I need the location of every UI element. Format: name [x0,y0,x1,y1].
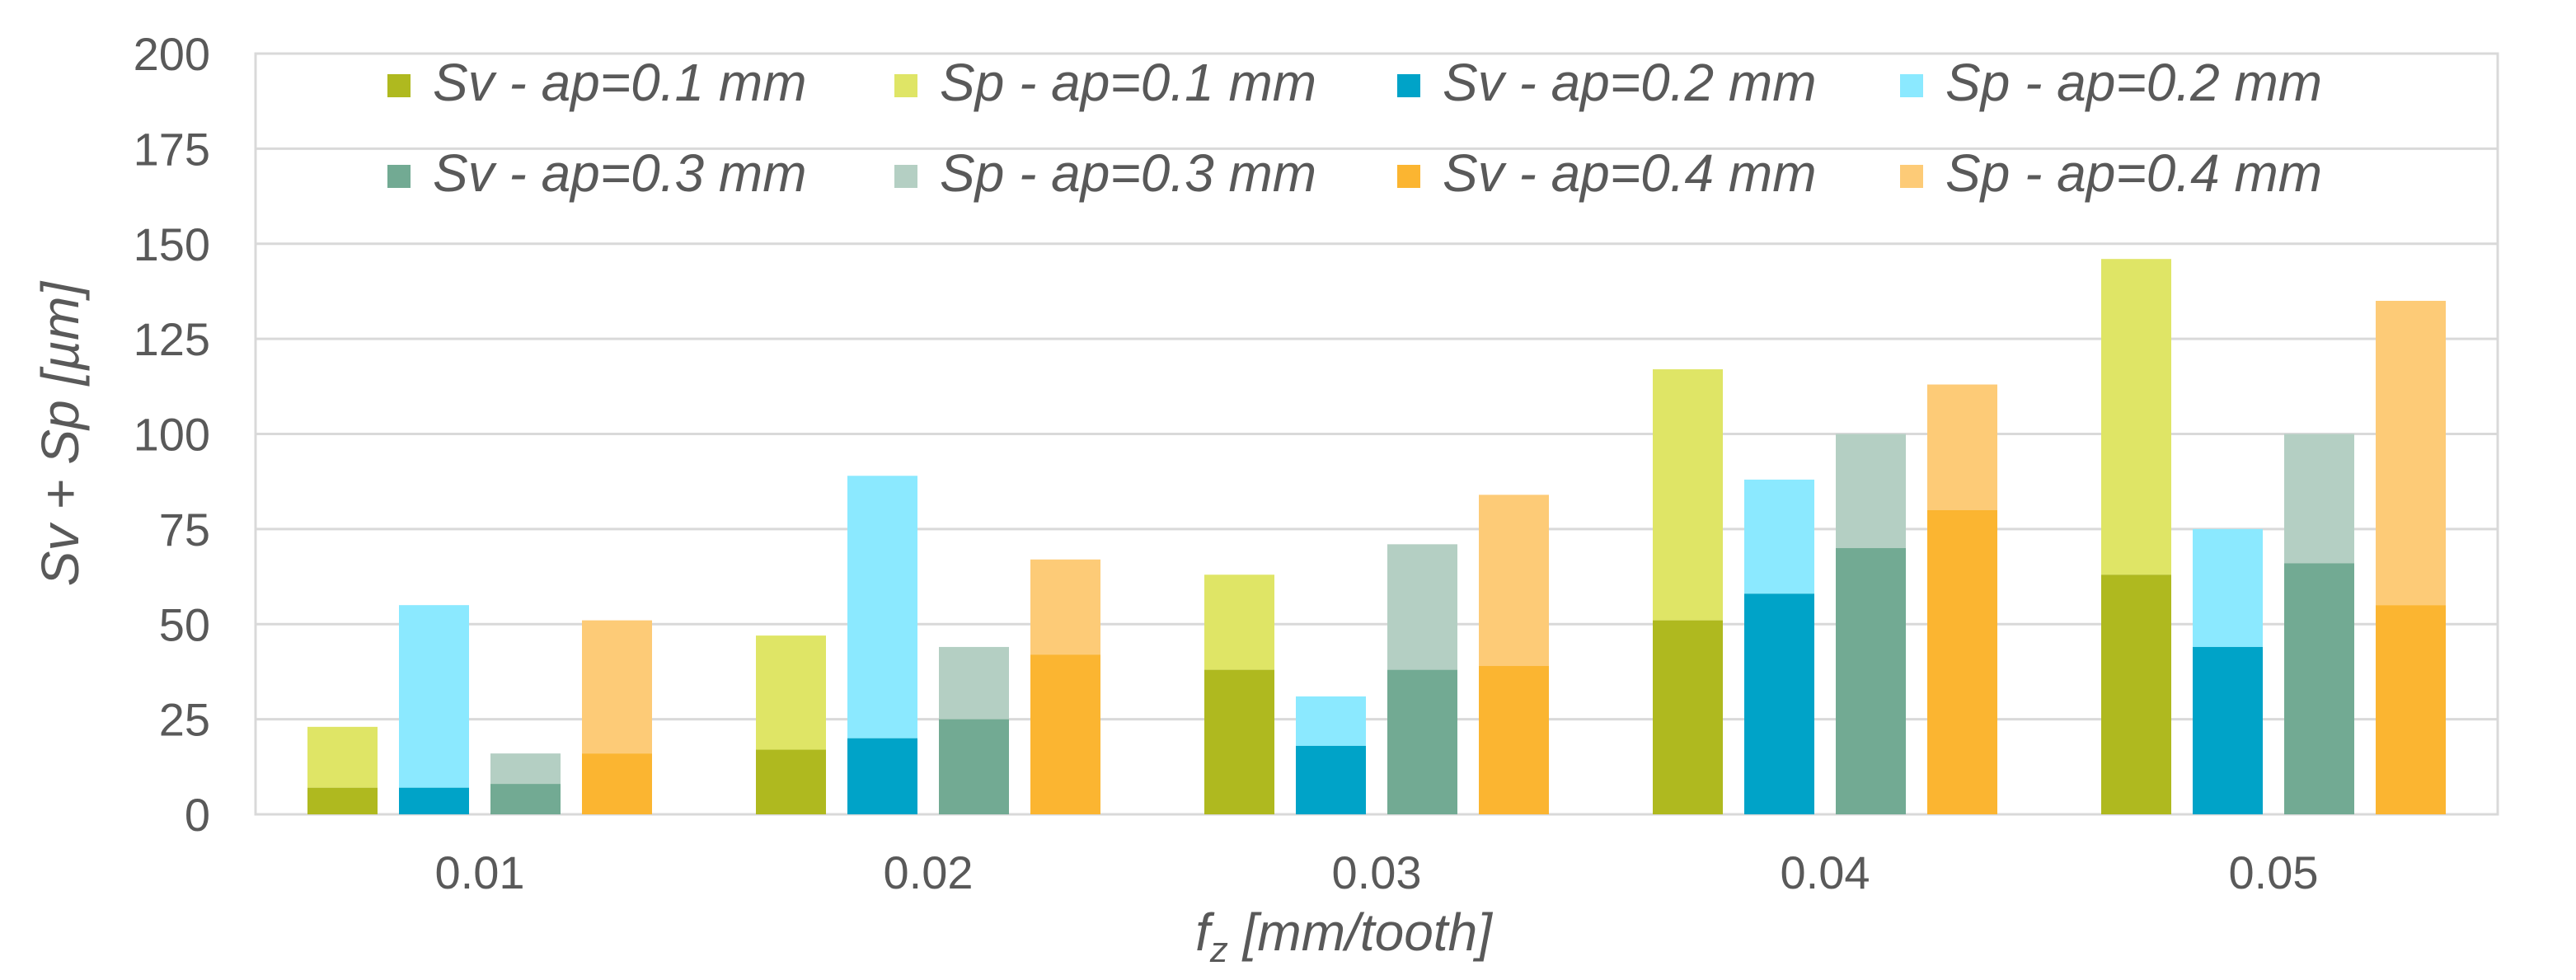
x-axis-title-rest: [mm/tooth] [1228,903,1493,962]
legend-swatch [1900,74,1923,97]
legend-swatch [1900,165,1923,188]
bar-sv-ap-0-1-mm-0.02 [756,749,826,814]
x-tick-label: 0.02 [884,846,974,898]
legend-label: Sp - ap=0.4 mm [1945,143,2322,203]
bar-sp-ap-0-4-mm-0.03 [1479,495,1549,667]
bar-sp-ap-0-4-mm-0.02 [1030,559,1100,655]
bar-sv-ap-0-4-mm-0.04 [1927,509,1997,814]
bar-sp-ap-0-1-mm-0.05 [2101,259,2171,575]
legend-label: Sv - ap=0.1 mm [433,53,807,112]
x-axis-title: fz [mm/tooth] [1195,903,1493,970]
legend-label: Sp - ap=0.3 mm [940,143,1316,203]
bar-sp-ap-0-2-mm-0.05 [2193,528,2263,647]
bar-sp-ap-0-1-mm-0.03 [1204,574,1274,670]
bar-sp-ap-0-4-mm-0.01 [582,620,652,754]
legend-swatch [387,165,411,188]
bar-sv-ap-0-2-mm-0.05 [2193,646,2263,814]
legend-swatch [894,74,917,97]
x-tick-labels: 0.01 0.02 0.03 0.04 0.05 [435,846,2319,898]
y-tick-labels: 0 25 50 75 100 125 150 175 200 [134,28,210,841]
y-tick-label: 0 [185,789,210,841]
bar-sv-ap-0-3-mm-0.05 [2284,563,2354,814]
bar-sp-ap-0-2-mm-0.03 [1296,696,1366,746]
y-tick-label: 150 [134,218,210,270]
bar-sv-ap-0-4-mm-0.05 [2376,605,2446,814]
y-tick-label: 75 [159,504,210,556]
bar-sv-ap-0-1-mm-0.05 [2101,574,2171,814]
bar-sv-ap-0-3-mm-0.01 [490,784,561,814]
bar-sv-ap-0-2-mm-0.02 [847,738,917,814]
y-tick-label: 200 [134,28,210,80]
x-tick-label: 0.04 [1781,846,1870,898]
legend-swatch [387,74,411,97]
bar-sp-ap-0-1-mm-0.02 [756,635,826,750]
bar-sv-ap-0-3-mm-0.02 [939,719,1009,814]
bar-sv-ap-0-1-mm-0.03 [1204,669,1274,814]
x-tick-label: 0.01 [435,846,525,898]
bar-sp-ap-0-2-mm-0.01 [399,605,469,788]
bars [307,259,2446,814]
bar-sv-ap-0-1-mm-0.04 [1653,620,1723,814]
bar-sv-ap-0-4-mm-0.03 [1479,666,1549,814]
legend-swatch [1397,74,1420,97]
bar-sv-ap-0-2-mm-0.03 [1296,745,1366,814]
bar-sv-ap-0-1-mm-0.01 [307,787,378,814]
bar-sv-ap-0-3-mm-0.04 [1836,547,1906,814]
legend: Sv - ap=0.1 mm Sp - ap=0.1 mm Sv - ap=0.2 … [387,53,2322,203]
legend-label: Sp - ap=0.2 mm [1945,53,2322,112]
bar-sp-ap-0-2-mm-0.02 [847,476,917,739]
x-tick-label: 0.03 [1332,846,1422,898]
bar-sv-ap-0-2-mm-0.01 [399,787,469,814]
bar-sp-ap-0-2-mm-0.04 [1744,479,1814,594]
bar-sp-ap-0-3-mm-0.03 [1387,544,1457,670]
y-axis-title: Sv + Sp [µm] [30,281,90,587]
legend-label: Sv - ap=0.2 mm [1443,53,1817,112]
legend-swatch [894,165,917,188]
x-axis-title-subscript: z [1209,930,1228,970]
y-tick-label: 125 [134,313,210,365]
legend-label: Sv - ap=0.4 mm [1443,143,1817,203]
x-tick-label: 0.05 [2229,846,2319,898]
legend-label: Sv - ap=0.3 mm [433,143,807,203]
y-tick-label: 50 [159,598,210,650]
y-tick-label: 25 [159,694,210,746]
bar-sp-ap-0-3-mm-0.05 [2284,434,2354,564]
bar-sp-ap-0-4-mm-0.04 [1927,384,1997,510]
bar-sp-ap-0-4-mm-0.05 [2376,300,2446,606]
bar-sp-ap-0-1-mm-0.04 [1653,369,1723,621]
bar-sv-ap-0-4-mm-0.01 [582,753,652,814]
bar-sp-ap-0-3-mm-0.01 [490,753,561,785]
y-tick-label: 175 [134,123,210,175]
legend-swatch [1397,165,1420,188]
bar-sp-ap-0-3-mm-0.04 [1836,434,1906,548]
bar-sv-ap-0-3-mm-0.03 [1387,669,1457,814]
legend-label: Sp - ap=0.1 mm [940,53,1316,112]
bar-sv-ap-0-2-mm-0.04 [1744,593,1814,814]
y-tick-label: 100 [134,409,210,461]
bar-sp-ap-0-1-mm-0.01 [307,726,378,788]
bar-sp-ap-0-3-mm-0.02 [939,646,1009,720]
bar-sv-ap-0-4-mm-0.02 [1030,654,1100,814]
